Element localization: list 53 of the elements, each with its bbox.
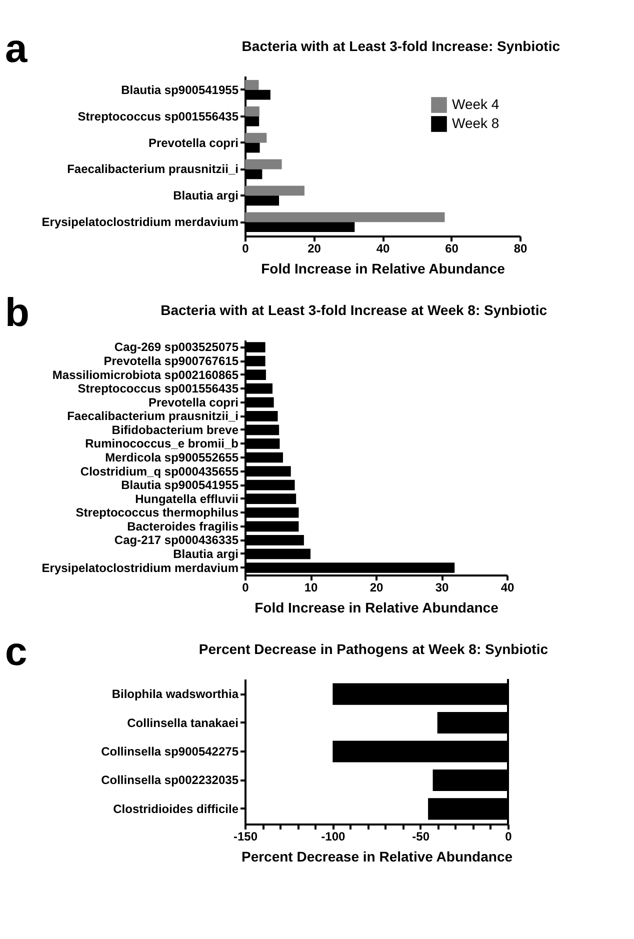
legend-label: Week 8 [452,115,500,131]
y-tick-label: Blautia sp900541955 [121,82,239,97]
x-tick-label: 60 [445,242,459,256]
y-tick-label: Erysipelatoclostridium merdavium [42,215,238,230]
x-tick-label: 10 [304,580,318,594]
x-tick-label: 40 [376,242,390,256]
y-tick-label: Erysipelatoclostridium merdavium [42,560,238,575]
y-tick-label: Prevotella sp900767615 [104,354,239,368]
y-tick-label: Blautia sp900541955 [121,478,239,492]
y-tick-label: Ruminococcus_e bromii_b [85,436,238,451]
y-tick-label: Prevotella copri [148,136,238,150]
chart-title: Bacteria with at Least 3-fold Increase at Week 8: Synbiotic [160,302,548,318]
chart-title: Percent Decrease in Pathogens at Week 8: Synbiotic [198,641,548,657]
y-tick-label: Streptococcus sp001556435 [78,109,239,124]
y-tick-label: Bilophila wadsworthia [112,687,239,702]
x-tick-label: 0 [242,242,250,256]
y-tick-label: Massiliomicrobiota sp002160865 [52,368,239,382]
y-tick-label: Collinsella sp002232035 [101,773,239,788]
y-tick-label: Faecalibacterium prausnitzii_i [67,162,238,176]
legend-label: Week 4 [452,96,500,112]
y-tick-label: Clostridium_q sp000435655 [80,464,239,478]
y-tick-label: Collinsella tanakaei [127,716,238,730]
y-tick-label: Cag-217 sp000436335 [114,533,239,548]
y-tick-label: Faecalibacterium prausnitzii_i [67,409,238,424]
y-tick-label: Hungatella effluvii [135,492,238,506]
y-tick-label: Bifidobacterium breve [112,422,239,437]
x-tick-label: -150 [233,830,258,844]
x-axis-title: Fold Increase in Relative Abundance [254,600,499,616]
x-tick-label: 0 [242,580,250,594]
y-tick-label: Prevotella copri [148,395,238,410]
y-tick-label: Blautia argi [173,546,238,561]
text: b [5,291,30,335]
x-tick-label: -100 [321,830,346,844]
y-tick-label: Streptococcus sp001556435 [78,382,239,396]
y-tick-label: Bacteroides fragilis [127,519,239,534]
y-tick-label: Merdicola sp900552655 [105,450,239,464]
y-tick-label: Streptococcus thermophilus [76,506,239,520]
text: a [5,27,28,71]
x-tick-label: 30 [435,580,449,594]
chart-title: Bacteria with at Least 3-fold Increase: Synbiotic [242,38,560,54]
x-tick-label: 20 [308,242,322,256]
x-axis-title: Fold Increase in Relative Abundance [261,260,506,276]
y-tick-label: Blautia argi [173,188,238,203]
x-tick-label: 20 [370,580,384,594]
x-axis-title: Percent Decrease in Relative Abundance [241,848,513,864]
y-tick-label: Cag-269 sp003525075 [114,340,239,354]
x-tick-label: 40 [500,580,514,594]
x-tick-label: -50 [412,830,430,844]
text: c [5,630,28,674]
x-tick-label: 80 [514,242,528,256]
y-tick-label: Collinsella sp900542275 [101,744,239,758]
x-tick-label: 0 [505,830,512,844]
y-tick-label: Clostridioides difficile [113,802,239,816]
